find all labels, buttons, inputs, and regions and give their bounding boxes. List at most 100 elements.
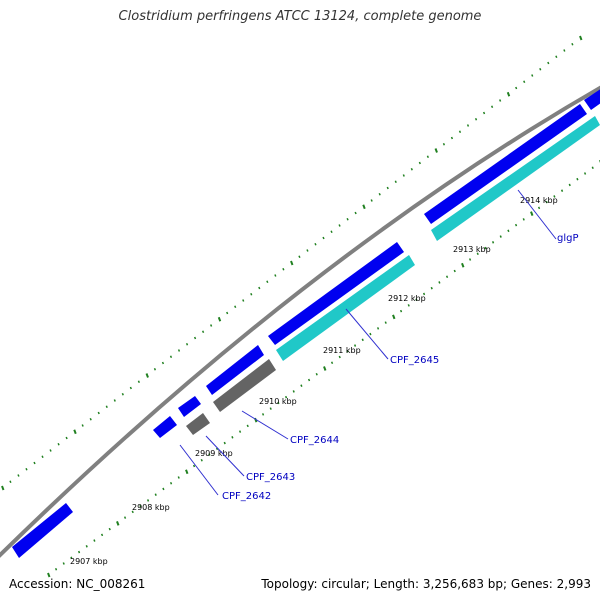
minor-tick bbox=[468, 258, 472, 261]
gene-labels: CPF_2642 CPF_2643 CPF_2644 CPF_2645 glgP bbox=[222, 233, 579, 502]
genome-backbone bbox=[0, 85, 600, 558]
minor-tick bbox=[161, 361, 165, 365]
minor-tick bbox=[539, 67, 542, 71]
minor-tick bbox=[369, 332, 372, 336]
major-tick bbox=[185, 469, 189, 475]
genome-summary-text: Topology: circular; Length: 3,256,683 bp… bbox=[261, 577, 591, 591]
gene-label: glgP bbox=[557, 233, 579, 244]
minor-tick bbox=[210, 324, 213, 327]
minor-tick bbox=[338, 355, 341, 359]
major-tick bbox=[47, 572, 51, 578]
minor-tick bbox=[442, 142, 446, 146]
minor-tick bbox=[246, 424, 249, 428]
minor-tick bbox=[113, 399, 116, 402]
minor-tick bbox=[250, 292, 253, 296]
minor-tick bbox=[386, 186, 389, 190]
minor-tick bbox=[330, 230, 333, 234]
minor-tick bbox=[523, 80, 526, 84]
leader-line bbox=[241, 410, 289, 440]
major-tick bbox=[434, 148, 438, 153]
minor-tick bbox=[300, 384, 303, 387]
leader-line bbox=[205, 435, 245, 477]
tick-label: 2908 kbp bbox=[132, 503, 170, 512]
minor-tick bbox=[306, 249, 309, 252]
minor-tick bbox=[97, 411, 100, 415]
minor-tick bbox=[353, 344, 357, 347]
minor-tick bbox=[315, 372, 318, 376]
map-title: Clostridium perfringens ATCC 13124, comp… bbox=[118, 9, 482, 24]
minor-tick bbox=[568, 183, 571, 187]
minor-tick bbox=[314, 242, 317, 246]
minor-tick bbox=[105, 405, 108, 409]
minor-tick bbox=[346, 350, 349, 353]
major-tick bbox=[392, 314, 396, 320]
minor-tick bbox=[458, 130, 462, 134]
reverse-cds-track bbox=[276, 116, 600, 361]
minor-tick bbox=[399, 309, 403, 313]
minor-tick bbox=[361, 338, 364, 342]
tick-label: 2910 kbp bbox=[259, 397, 297, 406]
minor-tick bbox=[583, 172, 587, 175]
minor-tick bbox=[476, 252, 479, 256]
major-tick bbox=[116, 521, 120, 526]
minor-tick bbox=[591, 166, 594, 170]
minor-tick bbox=[154, 493, 157, 496]
minor-tick bbox=[402, 174, 405, 177]
minor-tick bbox=[438, 281, 441, 284]
minor-tick bbox=[153, 367, 157, 371]
misc-feature bbox=[213, 359, 276, 412]
minor-tick bbox=[185, 342, 189, 346]
minor-tick bbox=[89, 417, 92, 421]
minor-tick bbox=[129, 386, 132, 390]
minor-tick bbox=[108, 527, 111, 531]
minor-tick bbox=[261, 413, 265, 416]
minor-tick bbox=[445, 275, 449, 279]
minor-tick bbox=[407, 304, 410, 307]
minor-tick bbox=[453, 269, 456, 273]
major-tick bbox=[461, 262, 465, 268]
minor-tick bbox=[576, 177, 579, 181]
minor-tick bbox=[231, 436, 234, 439]
minor-tick bbox=[522, 218, 525, 221]
gene-label: CPF_2642 bbox=[222, 491, 271, 502]
minor-tick bbox=[258, 286, 261, 290]
major-tick bbox=[506, 91, 511, 97]
minor-tick bbox=[215, 447, 219, 451]
minor-tick bbox=[531, 74, 534, 77]
minor-tick bbox=[70, 556, 73, 560]
minor-tick bbox=[354, 211, 357, 215]
minor-tick bbox=[346, 217, 349, 221]
minor-tick bbox=[9, 480, 12, 484]
minor-tick bbox=[238, 430, 242, 433]
minor-tick bbox=[466, 124, 470, 127]
tick-label: 2914 kbp bbox=[520, 196, 558, 205]
minor-tick bbox=[330, 361, 334, 365]
minor-tick bbox=[284, 395, 288, 399]
minor-tick bbox=[137, 380, 140, 384]
minor-tick bbox=[491, 241, 495, 244]
minor-tick bbox=[25, 467, 28, 471]
minor-tick bbox=[555, 55, 558, 59]
minor-tick bbox=[563, 49, 566, 52]
minor-tick bbox=[169, 355, 173, 359]
minor-tick bbox=[418, 161, 421, 165]
cds-feature bbox=[12, 503, 73, 558]
leader-line bbox=[517, 189, 557, 240]
minor-tick bbox=[394, 180, 397, 184]
tick-label: 2913 kbp bbox=[453, 245, 491, 254]
minor-tick bbox=[292, 390, 295, 393]
minor-tick bbox=[85, 545, 88, 548]
misc-feature bbox=[186, 413, 210, 435]
minor-tick bbox=[384, 321, 387, 324]
accession-text: Accession: NC_008261 bbox=[9, 577, 146, 591]
minor-tick bbox=[100, 533, 104, 537]
minor-tick bbox=[234, 305, 237, 309]
minor-tick bbox=[193, 336, 197, 340]
cds-feature bbox=[431, 116, 600, 241]
major-tick bbox=[145, 373, 149, 378]
minor-tick bbox=[547, 61, 550, 65]
minor-tick bbox=[560, 189, 564, 192]
gene-label: CPF_2643 bbox=[246, 472, 295, 483]
minor-tick bbox=[123, 516, 127, 519]
